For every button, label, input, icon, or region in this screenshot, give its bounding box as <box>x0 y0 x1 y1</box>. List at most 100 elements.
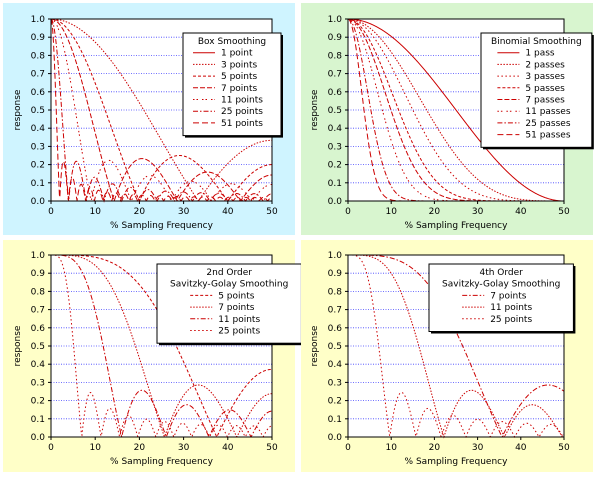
x-tick-label: 40 <box>222 443 234 453</box>
x-tick-label: 30 <box>472 443 484 453</box>
y-tick-label: 0.6 <box>31 324 46 334</box>
x-tick-label: 0 <box>345 207 351 217</box>
series-line-11-points <box>51 254 273 439</box>
x-tick-label: 50 <box>266 207 278 217</box>
legend-item-label: 11 points <box>221 96 263 106</box>
y-tick-label: 0.0 <box>328 433 343 443</box>
legend-box <box>428 263 574 332</box>
x-tick-label: 0 <box>48 207 54 217</box>
x-tick-label: 10 <box>385 207 397 217</box>
legend-item-label: 1 pass <box>525 49 555 59</box>
x-tick-label: 50 <box>558 207 570 217</box>
legend-item-label: 7 points <box>490 291 527 301</box>
y-tick-label: 0.0 <box>328 197 343 207</box>
y-tick-label: 0.7 <box>31 70 45 80</box>
y-tick-label: 0.6 <box>328 88 343 98</box>
y-tick-label: 0.2 <box>31 397 45 407</box>
y-tick-label: 0.6 <box>31 88 46 98</box>
y-tick-label: 0.8 <box>31 51 46 61</box>
legend-box <box>480 32 593 148</box>
y-tick-label: 0.8 <box>328 51 343 61</box>
legend-item-label: 2 passes <box>525 60 565 70</box>
legend-item-label: 3 passes <box>525 72 565 82</box>
series-line-51-points <box>50 18 273 203</box>
legend-item-label: 5 passes <box>525 84 565 94</box>
legend-title: Binomial Smoothing <box>491 37 582 47</box>
x-tick-label: 40 <box>515 207 527 217</box>
series-line-7-points <box>51 254 272 438</box>
y-tick-label: 0.7 <box>31 306 45 316</box>
x-tick-label: 30 <box>472 207 484 217</box>
legend-item-label: 25 points <box>221 107 263 117</box>
x-axis-label: % Sampling Frequency <box>110 457 214 467</box>
y-tick-label: 0.9 <box>328 269 343 279</box>
y-tick-label: 0.9 <box>31 269 46 279</box>
y-tick-label: 0.4 <box>328 124 343 134</box>
y-tick-label: 0.3 <box>328 142 342 152</box>
legend-item-label: 51 points <box>221 119 263 129</box>
x-tick-label: 0 <box>345 443 351 453</box>
y-tick-label: 0.1 <box>328 179 342 189</box>
y-tick-label: 0.5 <box>31 342 45 352</box>
legend-item-label: 5 points <box>218 291 255 301</box>
series-line-5-points <box>50 18 272 203</box>
legend-title: Savitzky-Golay Smoothing <box>170 280 288 290</box>
x-axis-label: % Sampling Frequency <box>405 221 509 231</box>
y-tick-label: 0.1 <box>31 179 45 189</box>
x-axis-label: % Sampling Frequency <box>405 457 509 467</box>
y-tick-label: 1.0 <box>328 15 343 25</box>
sg4-smoothing-panel: 0.0 0.1 0.2 0.3 0.4 0.5 0.6 0.7 0.8 0.9 1.0 0 10 20 30… <box>301 240 593 472</box>
x-tick-label: 10 <box>385 443 397 453</box>
y-tick-label: 0.3 <box>328 378 342 388</box>
y-tick-label: 0.1 <box>31 415 45 425</box>
series-line-2-passes <box>348 18 564 202</box>
legend-title: Savitzky-Golay Smoothing <box>442 280 560 290</box>
y-tick-label: 0.4 <box>31 124 46 134</box>
series-line-3-passes <box>347 18 564 202</box>
series-line-11-points <box>50 18 273 202</box>
x-tick-label: 20 <box>134 207 146 217</box>
y-tick-label: 0.5 <box>31 106 45 116</box>
x-tick-label: 50 <box>266 443 278 453</box>
y-tick-label: 0.2 <box>328 397 342 407</box>
y-tick-label: 0.2 <box>328 161 342 171</box>
series-line-25-points <box>50 18 273 203</box>
y-tick-label: 0.3 <box>31 142 45 152</box>
legend-item-label: 25 passes <box>525 119 570 129</box>
y-tick-label: 0.7 <box>328 306 342 316</box>
legend-box <box>182 32 282 137</box>
y-tick-label: 0.1 <box>328 415 342 425</box>
y-tick-label: 1.0 <box>31 251 46 261</box>
x-tick-label: 50 <box>558 443 570 453</box>
y-tick-label: 0.6 <box>328 324 343 334</box>
legend-item-label: 25 points <box>218 327 260 337</box>
legend-item-label: 1 point <box>221 49 253 59</box>
y-tick-label: 0.2 <box>31 161 45 171</box>
x-tick-label: 20 <box>429 207 441 217</box>
y-tick-label: 0.4 <box>31 360 46 370</box>
legend-item-label: 7 points <box>221 84 258 94</box>
x-tick-label: 30 <box>178 207 190 217</box>
chart-svg: 0.0 0.1 0.2 0.3 0.4 0.5 0.6 0.7 0.8 0.9 1.0 0 10 20 30… <box>310 15 594 231</box>
x-tick-label: 10 <box>89 207 101 217</box>
y-tick-label: 0.9 <box>31 33 46 43</box>
y-tick-label: 0.0 <box>31 433 46 443</box>
x-tick-label: 30 <box>178 443 190 453</box>
y-axis-label: response <box>13 89 23 130</box>
series-line-1-pass <box>348 18 564 202</box>
plot-frame <box>347 254 565 438</box>
plot-frame <box>50 254 273 438</box>
legend-title: 4th Order <box>479 268 523 278</box>
y-tick-label: 1.0 <box>31 15 46 25</box>
x-axis-label: % Sampling Frequency <box>110 221 214 231</box>
legend-item-label: 5 points <box>221 72 258 82</box>
legend-item-label: 25 points <box>490 315 532 325</box>
legend-item-label: 51 passes <box>525 131 570 141</box>
x-tick-label: 40 <box>515 443 527 453</box>
box-smoothing-panel: 0.0 0.1 0.2 0.3 0.4 0.5 0.6 0.7 0.8 0.9 1.0 0 10 20 30… <box>3 3 295 235</box>
legend-title: 2nd Order <box>206 268 252 278</box>
x-tick-label: 20 <box>429 443 441 453</box>
